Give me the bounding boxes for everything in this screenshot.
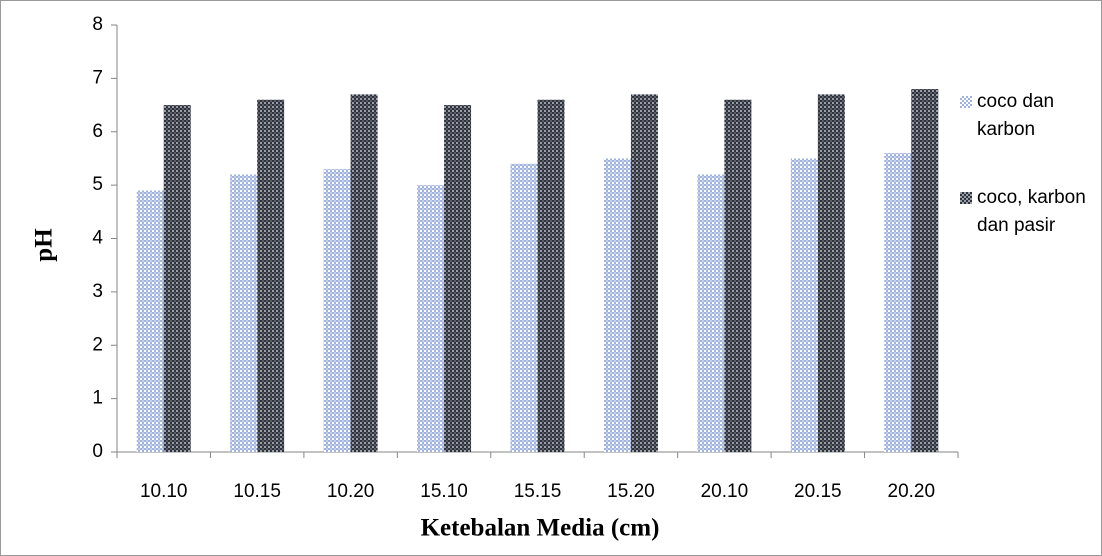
- bar: [603, 158, 631, 452]
- legend-swatch: [960, 96, 972, 108]
- legend-label: coco dan karbon: [977, 91, 1055, 140]
- bar: [510, 163, 538, 452]
- y-tick-label: 5: [92, 174, 103, 195]
- y-tick-label: 0: [92, 441, 103, 462]
- bar: [417, 185, 445, 452]
- bar: [884, 153, 912, 452]
- y-tick-label: 8: [92, 14, 103, 35]
- y-tick-label: 2: [92, 334, 103, 355]
- x-tick-label: 20.20: [888, 481, 936, 502]
- x-axis-title: Ketebalan Media (cm): [421, 515, 660, 542]
- bar: [537, 99, 565, 452]
- y-tick-label: 6: [92, 121, 103, 142]
- bar: [257, 99, 285, 452]
- bar: [230, 174, 258, 452]
- legend: coco dan karbon coco, karbon dan pasir: [960, 88, 1100, 280]
- bar: [724, 99, 752, 452]
- bar: [163, 105, 191, 452]
- legend-item: coco, karbon dan pasir: [960, 184, 1100, 240]
- x-tick-label: 20.10: [701, 481, 749, 502]
- y-tick-label: 1: [92, 388, 103, 409]
- y-tick-label: 3: [92, 281, 103, 302]
- bar: [790, 158, 818, 452]
- x-tick-label: 10.15: [233, 481, 281, 502]
- bar: [630, 94, 658, 452]
- x-tick-label: 20.15: [794, 481, 842, 502]
- legend-item: coco dan karbon: [960, 88, 1100, 144]
- x-tick-label: 10.20: [327, 481, 375, 502]
- bar: [817, 94, 845, 452]
- y-tick-label: 4: [92, 228, 103, 249]
- bar: [444, 105, 472, 452]
- x-tick-label: 15.20: [607, 481, 655, 502]
- bar: [350, 94, 378, 452]
- legend-swatch: [960, 192, 972, 204]
- bar: [697, 174, 725, 452]
- x-tick-label: 10.10: [140, 481, 188, 502]
- y-axis-title: pH: [31, 228, 58, 262]
- bar: [323, 169, 351, 453]
- y-tick-label: 7: [92, 67, 103, 88]
- legend-label: coco, karbon dan pasir: [977, 187, 1086, 236]
- bar: [911, 89, 939, 453]
- x-tick-label: 15.10: [420, 481, 468, 502]
- bar: [136, 190, 164, 452]
- x-tick-label: 15.15: [514, 481, 562, 502]
